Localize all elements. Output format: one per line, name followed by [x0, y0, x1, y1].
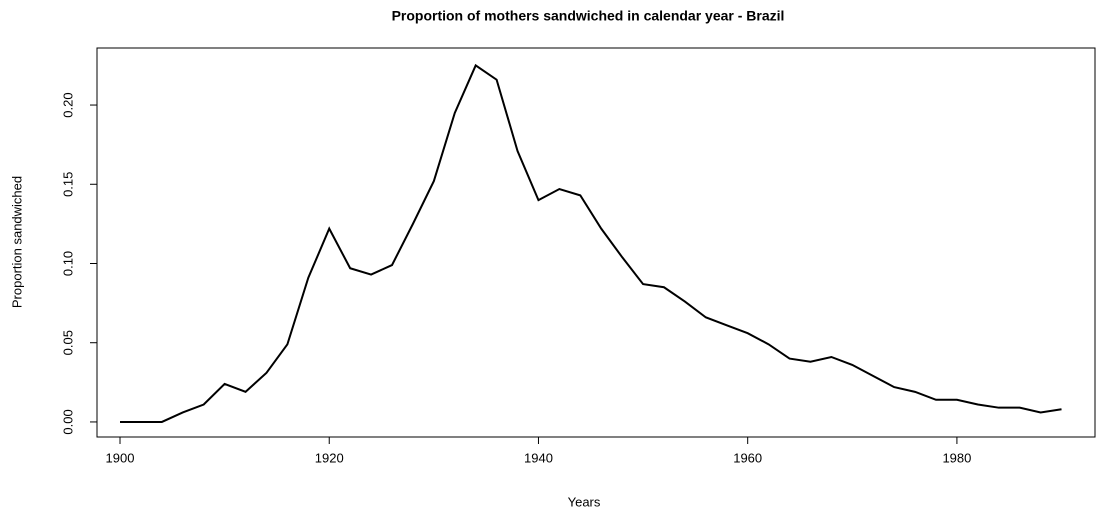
y-tick-label: 0.20	[60, 92, 75, 117]
y-tick-label: 0.00	[60, 409, 75, 434]
plot-box	[96, 47, 1096, 438]
x-tick-label: 1900	[106, 450, 135, 465]
y-tick-label: 0.15	[60, 172, 75, 197]
y-axis-label: Proportion sandwiched	[9, 176, 24, 308]
data-line	[120, 63, 1062, 423]
x-axis-label: Years	[568, 494, 601, 509]
x-tick-label: 1960	[733, 450, 762, 465]
chart-title: Proportion of mothers sandwiched in cale…	[392, 8, 785, 24]
x-tick-label: 1980	[942, 450, 971, 465]
y-tick-label: 0.10	[60, 251, 75, 276]
x-tick-label: 1920	[315, 450, 344, 465]
x-tick-label: 1940	[524, 450, 553, 465]
y-tick-label: 0.05	[60, 330, 75, 355]
